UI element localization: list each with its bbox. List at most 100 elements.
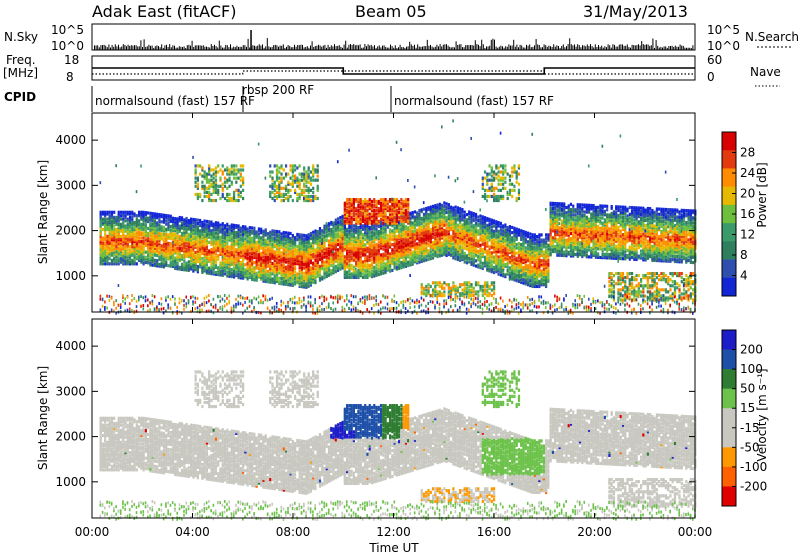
power-cell xyxy=(228,232,230,235)
power-cell xyxy=(136,262,138,265)
power-cell xyxy=(100,181,102,184)
power-cell xyxy=(360,236,362,239)
power-cell xyxy=(441,242,443,245)
power-cell xyxy=(389,235,391,238)
power-cell xyxy=(233,305,235,308)
power-cell xyxy=(432,220,434,223)
power-cell xyxy=(396,262,398,265)
power-cell xyxy=(346,303,348,306)
power-cell xyxy=(237,168,239,171)
power-cell xyxy=(400,205,402,208)
power-cell xyxy=(197,177,199,180)
power-cell xyxy=(330,264,332,267)
power-cell xyxy=(165,214,167,217)
power-cell xyxy=(355,247,357,250)
power-cell xyxy=(400,202,402,205)
power-cell xyxy=(314,262,316,265)
power-cell xyxy=(179,301,181,304)
power-cell xyxy=(391,300,393,303)
power-cell xyxy=(204,259,206,262)
power-cell xyxy=(217,221,219,224)
power-cell xyxy=(206,251,208,254)
power-cell xyxy=(328,239,330,242)
power-cell xyxy=(285,242,287,245)
station-title: Adak East (fitACF) xyxy=(92,2,236,21)
power-cell xyxy=(319,236,321,239)
power-cell xyxy=(296,301,298,304)
power-cell xyxy=(260,299,262,302)
power-cell xyxy=(131,245,133,248)
power-cell xyxy=(398,234,400,237)
power-cell xyxy=(228,245,230,248)
power-cell xyxy=(407,298,409,301)
power-cell xyxy=(366,308,368,311)
power-cell xyxy=(172,260,174,263)
power-cell xyxy=(228,301,230,304)
power-cell xyxy=(296,166,298,169)
power-cell xyxy=(314,271,316,274)
power-cell xyxy=(249,299,251,302)
power-cell xyxy=(328,222,330,225)
power-cell xyxy=(260,252,262,255)
power-cell xyxy=(143,245,145,248)
power-cell xyxy=(190,310,192,313)
power-cell xyxy=(382,198,384,201)
power-cell xyxy=(118,304,120,307)
power-cell xyxy=(351,255,353,258)
power-cell xyxy=(366,264,368,267)
power-cell xyxy=(432,281,434,284)
power-cell xyxy=(188,260,190,263)
power-cell xyxy=(323,308,325,311)
power-cell xyxy=(188,299,190,302)
power-cell xyxy=(204,170,206,173)
power-cell xyxy=(319,305,321,308)
power-cell xyxy=(357,269,359,272)
power-cell xyxy=(362,296,364,299)
power-cell xyxy=(235,305,237,308)
power-cell xyxy=(213,223,215,226)
power-cell xyxy=(278,240,280,243)
power-cell xyxy=(384,237,386,240)
power-cell xyxy=(219,177,221,180)
power-cell xyxy=(215,231,217,234)
power-cell xyxy=(335,265,337,268)
power-cell xyxy=(423,225,425,228)
power-cell xyxy=(244,268,246,271)
power-cell xyxy=(118,211,120,214)
power-cell xyxy=(344,255,346,258)
power-cell xyxy=(403,258,405,261)
power-cell xyxy=(161,232,163,235)
power-cell xyxy=(351,216,353,219)
power-cell xyxy=(430,300,432,303)
power-cell xyxy=(364,238,366,241)
power-cell xyxy=(294,267,296,270)
power-cell xyxy=(432,301,434,304)
noise-bars xyxy=(94,30,693,50)
power-cell xyxy=(122,236,124,239)
power-cell xyxy=(145,251,147,254)
power-cell xyxy=(439,237,441,240)
power-cell xyxy=(375,295,377,298)
power-cell xyxy=(382,265,384,268)
power-cell xyxy=(378,244,380,247)
power-cell xyxy=(154,295,156,298)
power-cell xyxy=(439,290,441,293)
power-cell xyxy=(355,268,357,271)
power-cell xyxy=(195,301,197,304)
power-cell xyxy=(427,287,429,290)
power-cell xyxy=(176,235,178,238)
power-cell xyxy=(355,271,357,274)
power-cell xyxy=(312,164,314,167)
power-cell xyxy=(294,237,296,240)
power-cell xyxy=(197,222,199,225)
power-cell xyxy=(409,251,411,254)
power-cell xyxy=(409,220,411,223)
power-cell xyxy=(276,185,278,188)
power-cell xyxy=(308,187,310,190)
power-cell xyxy=(321,238,323,241)
power-cell xyxy=(371,258,373,261)
power-cell xyxy=(267,299,269,302)
power-cell xyxy=(262,255,264,258)
power-cell xyxy=(289,195,291,198)
power-cell xyxy=(323,261,325,264)
